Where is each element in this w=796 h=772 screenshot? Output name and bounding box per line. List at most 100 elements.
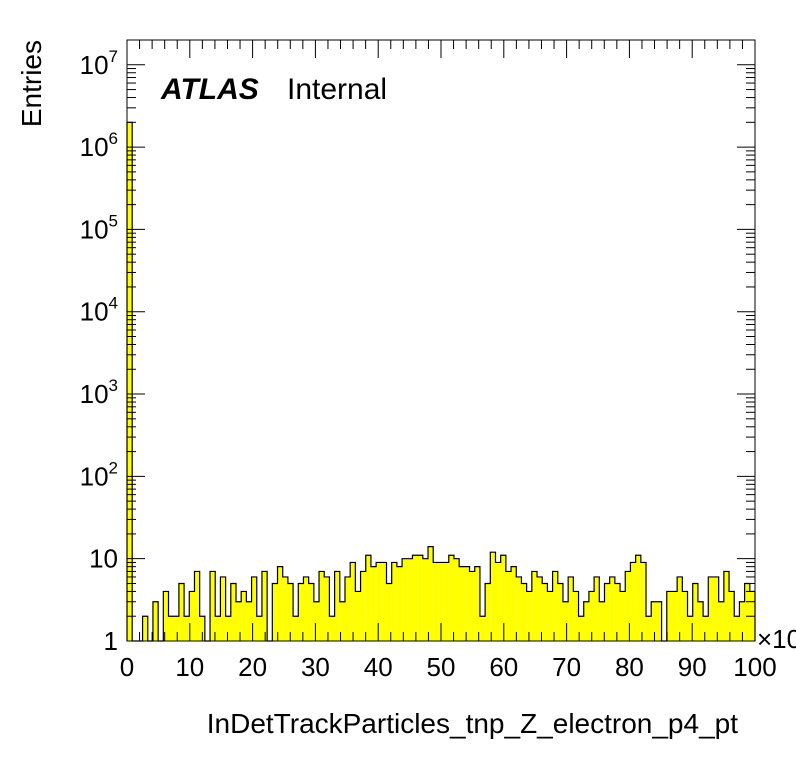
histogram-bar xyxy=(511,566,517,641)
x-axis-label: InDetTrackParticles_tnp_Z_electron_p4_pt xyxy=(207,708,738,739)
histogram-bar xyxy=(734,616,740,641)
histogram-bar xyxy=(609,576,615,641)
histogram-bar xyxy=(479,616,486,641)
histogram-bar xyxy=(516,576,522,641)
histogram-bar xyxy=(396,566,403,641)
histogram-bar xyxy=(168,616,174,641)
histogram-bar xyxy=(199,616,205,641)
histogram-bar xyxy=(313,601,320,641)
histogram-bar xyxy=(697,601,704,641)
histogram-bar xyxy=(152,601,159,641)
histogram-bar xyxy=(708,576,714,641)
histogram-bar xyxy=(594,576,600,641)
axis-ticks xyxy=(126,39,756,642)
histogram-bar xyxy=(490,552,496,641)
histogram-bar xyxy=(531,571,538,641)
histogram-bar xyxy=(365,555,371,641)
histogram-bar xyxy=(448,555,454,641)
histogram-bar xyxy=(215,616,221,641)
histogram-bar xyxy=(521,583,527,641)
histogram-bar xyxy=(308,583,314,641)
histogram-bar xyxy=(526,591,532,641)
histogram-bar xyxy=(241,591,247,641)
histogram-bar xyxy=(505,571,512,641)
x-tick-label: 60 xyxy=(489,652,518,682)
histogram-bar xyxy=(251,576,257,641)
x-tick-label: 90 xyxy=(678,652,707,682)
histogram-bar xyxy=(433,562,439,641)
x-tick-label: 30 xyxy=(301,652,330,682)
histogram-bars xyxy=(126,121,756,642)
histogram-bar xyxy=(604,583,610,641)
histogram-bar xyxy=(272,583,278,641)
histogram-bar xyxy=(438,562,444,641)
internal-label: Internal xyxy=(287,73,387,106)
histogram-bar xyxy=(692,583,698,641)
histogram-bar xyxy=(485,583,491,641)
histogram-bar xyxy=(402,558,408,641)
histogram-bar xyxy=(474,566,480,641)
x-tick-label: 10 xyxy=(175,652,204,682)
histogram-bar xyxy=(703,616,709,641)
histogram-bar xyxy=(588,591,595,641)
x-tick-labels: 0 10 20 30 40 50 60 70 80 90 100 xyxy=(120,652,777,682)
x-tick-label: 70 xyxy=(552,652,581,682)
histogram-bar xyxy=(459,566,465,641)
plot-frame xyxy=(126,39,756,642)
histogram-bar xyxy=(127,122,133,642)
histogram-bar xyxy=(573,591,579,641)
histogram-bar xyxy=(282,576,288,641)
histogram-bar xyxy=(178,583,185,641)
histogram-bar xyxy=(428,546,434,641)
histogram-bar xyxy=(713,576,719,641)
y-tick-label: 1 xyxy=(104,626,118,656)
x-tick-label: 0 xyxy=(120,652,134,682)
y-tick-label: 105 xyxy=(80,211,118,244)
histogram-bar xyxy=(339,601,345,641)
histogram-bar xyxy=(287,583,294,641)
y-tick-label: 106 xyxy=(80,129,118,162)
histogram-bar xyxy=(666,591,672,641)
histogram-bar xyxy=(677,576,683,641)
histogram-bar xyxy=(625,571,631,641)
histogram-bar xyxy=(324,576,330,641)
histogram-bar xyxy=(407,558,413,641)
histogram-bar xyxy=(646,616,652,641)
histogram-bar xyxy=(547,591,553,641)
histogram-bar xyxy=(376,562,382,641)
histogram-bar xyxy=(718,601,724,641)
histogram-bar xyxy=(329,616,335,641)
histogram-bar xyxy=(542,583,548,641)
histogram-bar xyxy=(220,576,226,641)
histogram-bar xyxy=(235,601,242,641)
histogram-bar xyxy=(583,601,589,641)
histogram-bar xyxy=(381,562,387,641)
histogram-bar xyxy=(599,601,605,641)
x-tick-label: 40 xyxy=(364,652,393,682)
histogram-bar xyxy=(537,576,543,641)
histogram-bar xyxy=(355,591,361,641)
histogram-bar xyxy=(640,562,647,641)
y-tick-labels: 1 10 102 103 104 105 106 107 xyxy=(80,47,118,656)
histogram-bar xyxy=(230,583,236,641)
histogram-bar xyxy=(189,591,195,641)
histogram-bar xyxy=(303,576,309,641)
histogram-bar xyxy=(500,555,506,641)
histogram-bar xyxy=(261,571,268,641)
histogram-bar xyxy=(562,601,569,641)
histogram-bar xyxy=(469,571,475,641)
atlas-label: ATLAS xyxy=(160,73,259,106)
histogram-bar xyxy=(656,601,662,641)
histogram-bar xyxy=(256,616,262,641)
histogram-bar xyxy=(744,583,750,641)
histogram-bar xyxy=(464,566,470,641)
histogram-bar xyxy=(417,555,423,641)
x-tick-label: 80 xyxy=(615,652,644,682)
histogram-bar xyxy=(568,576,574,641)
histogram-bar xyxy=(319,571,325,641)
histogram-bar xyxy=(578,616,584,641)
histogram-bar xyxy=(142,616,148,641)
histogram-bar xyxy=(422,558,429,641)
histogram-bar xyxy=(293,616,299,641)
y-tick-label: 103 xyxy=(80,376,118,409)
